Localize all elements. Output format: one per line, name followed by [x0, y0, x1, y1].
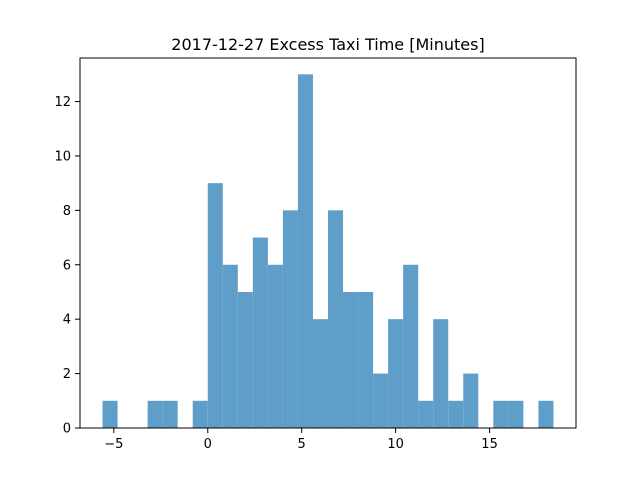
histogram-bar [538, 400, 554, 428]
y-tick-label: 2 [63, 367, 71, 382]
histogram-bar [207, 183, 223, 428]
chart-title: 2017-12-27 Excess Taxi Time [Minutes] [171, 35, 484, 54]
y-tick-label: 4 [63, 313, 71, 328]
y-tick-label: 10 [54, 149, 71, 164]
histogram-bar [297, 74, 313, 428]
histogram-bar [147, 400, 163, 428]
histogram-bar [388, 319, 404, 428]
histogram-bar [102, 400, 118, 428]
histogram-bar [343, 291, 359, 428]
histogram-bar [328, 210, 344, 428]
histogram-bar [282, 210, 298, 428]
x-tick-label: 10 [387, 437, 404, 452]
plot-frame [79, 57, 577, 429]
x-tick-label: 5 [298, 437, 306, 452]
y-tick-label: 6 [63, 258, 71, 273]
histogram-bar [162, 400, 178, 428]
y-tick-label: 12 [54, 95, 71, 110]
histogram-bar [508, 400, 524, 428]
histogram-bar [433, 319, 449, 428]
x-tick-label: −5 [104, 437, 123, 452]
y-tick-label: 0 [63, 422, 71, 437]
histogram-bar [237, 291, 253, 428]
histogram-bar [222, 264, 238, 428]
histogram-bar [418, 400, 434, 428]
histogram-bar [463, 373, 479, 428]
x-tick-label: 15 [481, 437, 498, 452]
histogram-bar [252, 237, 268, 428]
histogram-bar [267, 264, 283, 428]
x-axis-ticks: −5 0 5 10 15 [104, 428, 498, 452]
histogram-bar [448, 400, 464, 428]
histogram-bar [373, 373, 389, 428]
histogram-bar [358, 291, 374, 428]
histogram-bar [192, 400, 208, 428]
bars-group [102, 74, 554, 428]
x-tick-label: 0 [204, 437, 212, 452]
histogram-bar [312, 319, 328, 428]
histogram-bar [403, 264, 419, 428]
y-axis-ticks: 0 2 4 6 8 10 12 [54, 95, 80, 437]
histogram-bar [493, 400, 509, 428]
y-tick-label: 8 [63, 204, 71, 219]
